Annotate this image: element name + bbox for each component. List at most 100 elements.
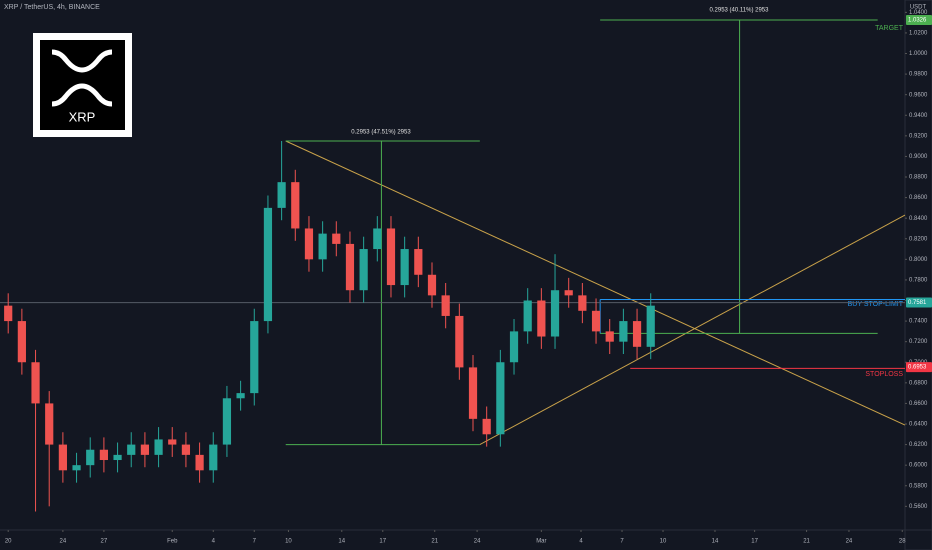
candle-body bbox=[427, 274, 437, 296]
candle-body bbox=[318, 233, 327, 260]
y-tick-label: 0.6000 bbox=[909, 463, 928, 469]
price-tag-label: 1.0326 bbox=[908, 18, 927, 24]
currency: USDT bbox=[910, 5, 927, 11]
y-tick-label: 0.9800 bbox=[909, 72, 928, 78]
candles bbox=[4, 140, 655, 512]
candle-body bbox=[564, 290, 573, 296]
x-tick-label: 7 bbox=[620, 539, 624, 545]
x-tick-label: 28 bbox=[899, 539, 906, 545]
candle-body bbox=[86, 449, 95, 466]
price-tag bbox=[906, 362, 932, 373]
candle-body bbox=[263, 207, 273, 322]
x-tick-label: 7 bbox=[253, 539, 257, 545]
candle-body bbox=[113, 454, 122, 461]
y-tick-label: 0.6800 bbox=[909, 380, 928, 386]
candle-body bbox=[45, 403, 54, 445]
candle-body bbox=[304, 228, 314, 260]
y-tick-label: 0.9600 bbox=[909, 92, 928, 98]
candle-body bbox=[578, 295, 587, 311]
x-tick-label: 17 bbox=[751, 539, 758, 545]
y-tick-label: 1.0000 bbox=[909, 51, 928, 57]
candle-body bbox=[386, 228, 396, 286]
y-tick-label: 0.7400 bbox=[909, 319, 928, 325]
candle-body bbox=[455, 315, 464, 368]
stop-label: STOPLOSS bbox=[865, 371, 903, 378]
candle-body bbox=[482, 418, 491, 435]
y-tick-label: 0.5600 bbox=[909, 504, 928, 510]
price-tag bbox=[906, 14, 932, 25]
y-tick-label: 0.7200 bbox=[909, 339, 928, 345]
candle-body bbox=[496, 362, 505, 435]
y-tick-label: 0.6400 bbox=[909, 422, 928, 428]
target-label: TARGET bbox=[875, 25, 904, 32]
x-tick-label: 10 bbox=[660, 539, 667, 545]
candle-body bbox=[168, 439, 177, 445]
x-tick-label: 24 bbox=[60, 539, 67, 545]
x-tick-label: 14 bbox=[338, 539, 345, 545]
x-tick-label: 21 bbox=[431, 539, 438, 545]
candle-body bbox=[31, 362, 40, 404]
candle-body bbox=[72, 465, 81, 471]
y-tick-label: 0.8000 bbox=[909, 257, 928, 263]
candle-body bbox=[209, 444, 218, 471]
y-tick-label: 0.9200 bbox=[909, 133, 928, 139]
candle-body bbox=[373, 228, 382, 250]
candle-body bbox=[181, 444, 191, 455]
candle-body bbox=[468, 367, 478, 419]
candle-body bbox=[632, 321, 642, 347]
candle-body bbox=[140, 444, 150, 455]
candle-body bbox=[332, 233, 341, 244]
y-tick-label: 0.9000 bbox=[909, 154, 928, 160]
candle-body bbox=[250, 321, 259, 394]
drawing-line bbox=[285, 140, 906, 426]
candle-body bbox=[127, 444, 136, 455]
x-tick-label: 24 bbox=[474, 539, 481, 545]
candle-body bbox=[537, 300, 546, 337]
x-tick-label: 17 bbox=[379, 539, 386, 545]
x-tick-label: Feb bbox=[167, 539, 178, 545]
measure-label: 0.2953 (47.51%) 2953 bbox=[351, 130, 411, 136]
chart-title: XRP / TetherUS, 4h, BINANCE bbox=[4, 4, 100, 11]
candle-body bbox=[591, 310, 601, 332]
logo-mark bbox=[51, 49, 113, 107]
candle-body bbox=[17, 321, 26, 363]
y-tick-label: 1.0400 bbox=[909, 10, 928, 16]
price-tag bbox=[906, 297, 932, 308]
candle-body bbox=[4, 305, 13, 322]
candle-body bbox=[605, 331, 614, 342]
candle-body bbox=[646, 305, 655, 347]
candle-body bbox=[359, 249, 368, 291]
price-axis bbox=[904, 0, 932, 550]
candle-body bbox=[550, 290, 560, 337]
candle-body bbox=[509, 331, 519, 363]
candle-body bbox=[222, 398, 232, 445]
drawings bbox=[0, 19, 906, 446]
x-tick-label: 14 bbox=[712, 539, 719, 545]
x-tick-label: 24 bbox=[846, 539, 853, 545]
x-tick-label: 21 bbox=[803, 539, 810, 545]
candle-body bbox=[277, 182, 286, 208]
y-tick-label: 1.0200 bbox=[909, 31, 928, 37]
candle-body bbox=[291, 182, 300, 229]
measure-label: 0.2953 (40.11%) 2953 bbox=[710, 8, 770, 14]
candle-body bbox=[441, 295, 450, 316]
y-tick-label: 0.8800 bbox=[909, 175, 928, 181]
candle-body bbox=[195, 454, 204, 471]
candle-body bbox=[99, 449, 108, 461]
candle-body bbox=[400, 249, 409, 286]
y-tick-label: 0.6200 bbox=[909, 442, 928, 448]
y-tick-label: 0.8600 bbox=[909, 195, 928, 201]
x-tick-label: Mar bbox=[536, 539, 546, 545]
x-tick-label: 20 bbox=[5, 539, 12, 545]
x-tick-label: 27 bbox=[101, 539, 108, 545]
y-tick-label: 0.8200 bbox=[909, 236, 928, 242]
logo: XRP bbox=[33, 33, 132, 137]
candle-body bbox=[58, 444, 67, 471]
candle-body bbox=[523, 300, 532, 332]
candle-body bbox=[154, 439, 163, 455]
price-tag-label: 0.7581 bbox=[908, 300, 927, 306]
logo-text: XRP bbox=[69, 109, 96, 124]
candle-body bbox=[619, 321, 628, 342]
